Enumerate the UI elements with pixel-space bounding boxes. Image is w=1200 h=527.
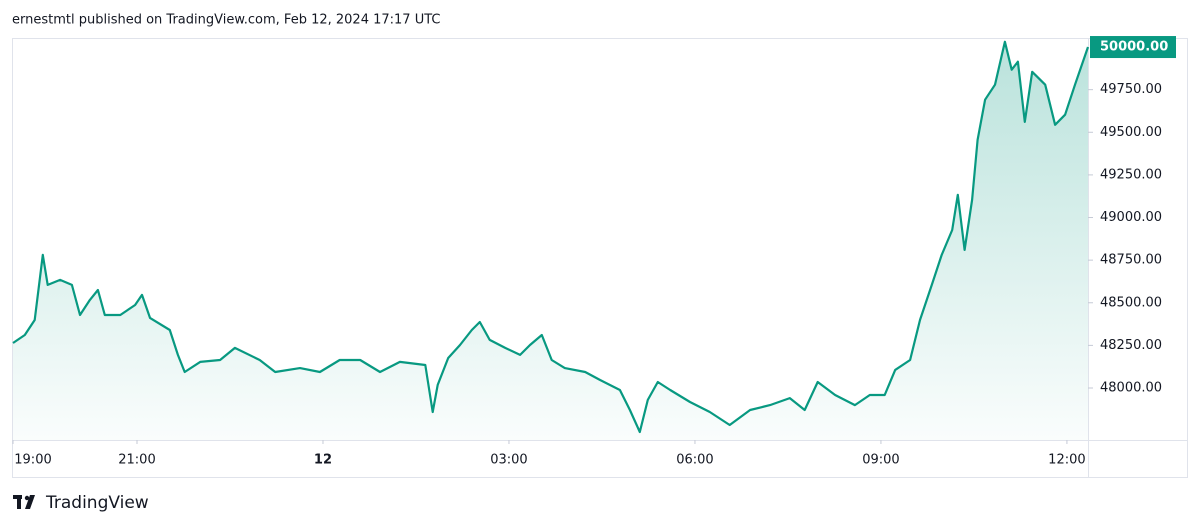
chart-frame: [12, 38, 1188, 478]
y-tick-label: 48500.00: [1100, 295, 1162, 310]
y-tick-label: 49500.00: [1100, 125, 1162, 140]
x-tick-label: 21:00: [118, 453, 155, 468]
last-price-badge: [1090, 36, 1176, 59]
y-tick-label: 48750.00: [1100, 253, 1162, 268]
x-tick-label: 12:00: [1048, 453, 1085, 468]
published-line: ernestmtl published on TradingView.com, …: [12, 13, 440, 28]
y-tick-label: 48000.00: [1100, 381, 1162, 396]
last-price-label: 50000.00: [1100, 40, 1168, 55]
x-tick-label: 06:00: [676, 453, 713, 468]
x-tick-label: 19:00: [14, 453, 51, 468]
y-tick-label: 48250.00: [1100, 338, 1162, 353]
area-fill: [13, 41, 1088, 441]
brand-name: TradingView: [45, 493, 149, 513]
y-tick-label: 49750.00: [1100, 82, 1162, 97]
x-tick-label: 03:00: [490, 453, 527, 468]
x-tick-label: 09:00: [862, 453, 899, 468]
brand-logo: [13, 495, 35, 509]
plot-area: 48000.00 48250.00 48500.00 48750.00 49000.00…: [12, 36, 1176, 468]
price-line: [12, 40, 1090, 434]
y-tick-label: 49250.00: [1100, 167, 1162, 182]
y-tick-label: 49000.00: [1100, 210, 1162, 225]
x-tick-label: 12: [314, 453, 332, 468]
